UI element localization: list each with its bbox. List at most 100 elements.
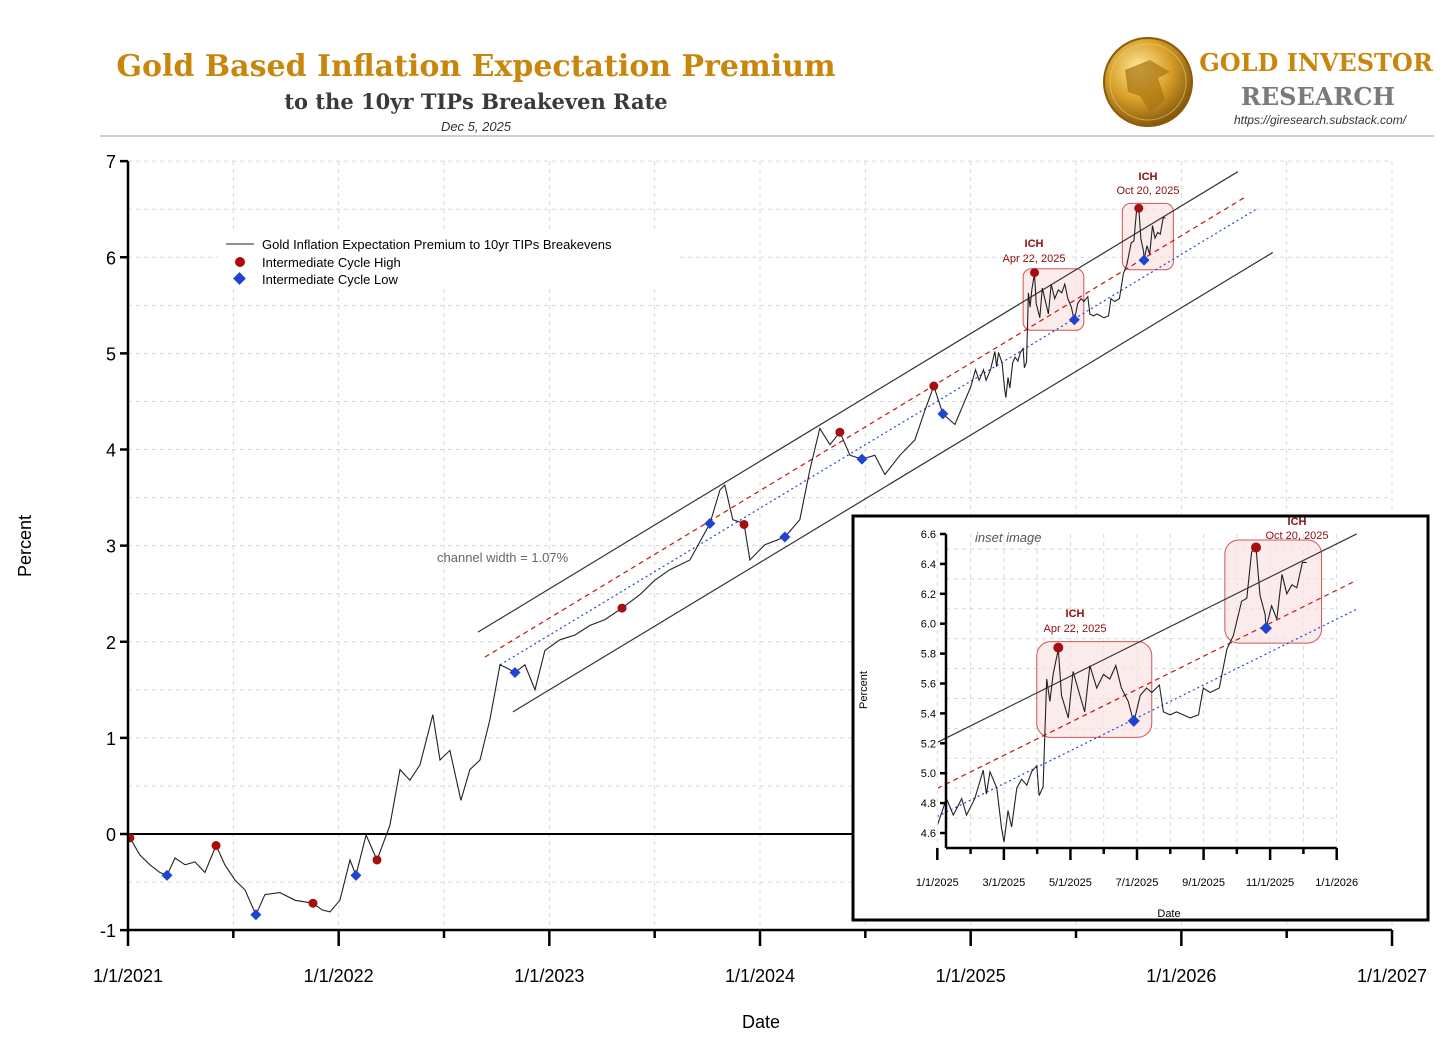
brand-name-line1: GOLD INVESTOR bbox=[1199, 48, 1434, 77]
ich-oct-date: Oct 20, 2025 bbox=[1117, 185, 1180, 197]
y-tick-label: 3 bbox=[106, 537, 116, 557]
y-tick-label: -1 bbox=[100, 921, 116, 941]
cycle-low-marker bbox=[779, 531, 791, 543]
y-tick-label: 4 bbox=[106, 441, 116, 461]
channel-mid-red-dashed-line bbox=[484, 196, 1247, 658]
brand-url: https://giresearch.substack.com/ bbox=[1234, 113, 1408, 127]
inset-title: inset image bbox=[975, 530, 1041, 545]
x-tick-label: 3/1/2025 bbox=[982, 877, 1025, 889]
y-tick-label: 5.4 bbox=[921, 708, 936, 720]
cycle-low-marker bbox=[1068, 314, 1080, 326]
inset-ich-oct-date: Oct 20, 2025 bbox=[1266, 530, 1329, 542]
cycle-high-marker bbox=[128, 833, 135, 843]
cycle-low-marker bbox=[350, 869, 362, 881]
inset-ich-apr-label: ICH bbox=[1066, 608, 1085, 620]
legend-high-label: Intermediate Cycle High bbox=[262, 255, 401, 270]
chart-title: Gold Based Inflation Expectation Premium bbox=[116, 49, 836, 84]
cycle-low-marker bbox=[1260, 622, 1273, 635]
cycle-low-marker bbox=[509, 667, 521, 679]
cycle-high-marker bbox=[835, 427, 845, 437]
y-tick-label: 7 bbox=[106, 152, 116, 172]
y-axis-label: Percent bbox=[15, 515, 35, 577]
channel-upper-line bbox=[477, 171, 1239, 633]
x-tick-label: 7/1/2025 bbox=[1116, 877, 1159, 889]
legend: Gold Inflation Expectation Premium to 10… bbox=[218, 232, 678, 288]
cycle-high-marker bbox=[1053, 642, 1064, 653]
brand-name-line2: RESEARCH bbox=[1241, 82, 1395, 111]
x-tick-label: 9/1/2025 bbox=[1182, 877, 1225, 889]
x-tick-label: 1/1/2022 bbox=[304, 966, 374, 986]
x-axis-label: Date bbox=[742, 1012, 780, 1032]
y-tick-label: 5 bbox=[106, 344, 116, 364]
cycle-high-marker bbox=[308, 898, 318, 908]
ich-oct-label: ICH bbox=[1139, 171, 1158, 183]
cycle-high-marker bbox=[1134, 203, 1144, 213]
inset-plot bbox=[938, 533, 1357, 843]
legend-high-marker bbox=[235, 257, 245, 267]
cycle-high-marker bbox=[617, 603, 627, 613]
x-tick-label: 1/1/2026 bbox=[1146, 966, 1216, 986]
cycle-high-marker bbox=[211, 841, 221, 851]
cycle-high-marker bbox=[372, 855, 382, 865]
x-tick-label: 1/1/2027 bbox=[1357, 966, 1427, 986]
y-tick-label: 6.4 bbox=[921, 559, 936, 571]
legend-low-marker bbox=[233, 272, 246, 285]
highlight-box bbox=[1121, 202, 1174, 271]
chart-subtitle: to the 10yr TIPs Breakeven Rate bbox=[284, 89, 667, 114]
ich-apr-label: ICH bbox=[1025, 238, 1044, 250]
cycle-low-marker bbox=[856, 453, 868, 465]
inset-chart: 4.6 4.8 5.0 5.2 5.4 5.6 5.8 6.0 6.2 6.4 6.6 1/1/202… bbox=[851, 514, 1430, 922]
inset-y-axis-label: Percent bbox=[858, 671, 870, 709]
highlight-box bbox=[1224, 539, 1323, 644]
cycle-low-marker bbox=[250, 909, 262, 921]
gold-coin-logo bbox=[1103, 37, 1193, 127]
x-tick-label: 1/1/2026 bbox=[1315, 877, 1358, 889]
chart-date: Dec 5, 2025 bbox=[441, 119, 512, 134]
y-tick-label: 4.6 bbox=[921, 828, 936, 840]
highlight-box bbox=[1036, 641, 1153, 738]
y-tick-label: 2 bbox=[106, 633, 116, 653]
inset-x-axis-label: Date bbox=[1157, 908, 1180, 920]
y-tick-label: 5.6 bbox=[921, 679, 936, 691]
legend-low-label: Intermediate Cycle Low bbox=[262, 272, 398, 287]
cycle-low-marker bbox=[161, 869, 173, 881]
series-line bbox=[129, 206, 1166, 917]
legend-series-label: Gold Inflation Expectation Premium to 10… bbox=[262, 237, 612, 252]
x-tick-label: 1/1/2025 bbox=[936, 966, 1006, 986]
cycle-high-marker bbox=[1030, 268, 1040, 278]
y-tick-label: 5.8 bbox=[921, 649, 936, 661]
x-tick-label: 1/1/2025 bbox=[916, 877, 959, 889]
y-tick-label: 4.8 bbox=[921, 798, 936, 810]
inset-ich-oct-label: ICH bbox=[1288, 516, 1307, 528]
y-tick-label: 6.6 bbox=[921, 529, 936, 541]
cycle-high-marker bbox=[1251, 542, 1262, 553]
channel-width-label: channel width = 1.07% bbox=[437, 550, 569, 565]
channel-mid-red-dashed-line bbox=[938, 579, 1357, 789]
y-tick-label: 6 bbox=[106, 248, 116, 268]
x-tick-label: 1/1/2021 bbox=[93, 966, 163, 986]
y-tick-label: 6.0 bbox=[921, 619, 936, 631]
inset-ich-apr-date: Apr 22, 2025 bbox=[1044, 623, 1107, 635]
x-tick-label: 1/1/2023 bbox=[514, 966, 584, 986]
x-tick-label: 11/1/2025 bbox=[1246, 877, 1294, 889]
cycle-high-marker bbox=[739, 519, 749, 529]
cycle-low-marker bbox=[1127, 714, 1140, 727]
cycle-high-marker bbox=[929, 381, 939, 391]
main-axes: -1 0 1 2 3 4 5 6 7 1/1/2021 1/1/2022 1/1/2023 1/1/20… bbox=[93, 152, 1427, 986]
inset-axes: 4.6 4.8 5.0 5.2 5.4 5.6 5.8 6.0 6.2 6.4 6.6 1/1/202… bbox=[916, 529, 1358, 889]
highlight-box bbox=[1022, 268, 1085, 331]
y-tick-label: 1 bbox=[106, 729, 116, 749]
y-tick-label: 5.2 bbox=[921, 738, 936, 750]
y-tick-label: 5.0 bbox=[921, 768, 936, 780]
channel-upper-line bbox=[938, 533, 1357, 743]
channel-lower-line bbox=[512, 251, 1274, 713]
cycle-low-marker bbox=[1138, 254, 1150, 266]
cycle-low-marker bbox=[937, 408, 949, 420]
x-tick-label: 1/1/2024 bbox=[725, 966, 795, 986]
ich-apr-date: Apr 22, 2025 bbox=[1003, 253, 1066, 265]
y-tick-label: 6.2 bbox=[921, 589, 936, 601]
y-tick-label: 0 bbox=[106, 825, 116, 845]
x-tick-label: 5/1/2025 bbox=[1049, 877, 1092, 889]
cycle-low-marker bbox=[704, 518, 716, 530]
